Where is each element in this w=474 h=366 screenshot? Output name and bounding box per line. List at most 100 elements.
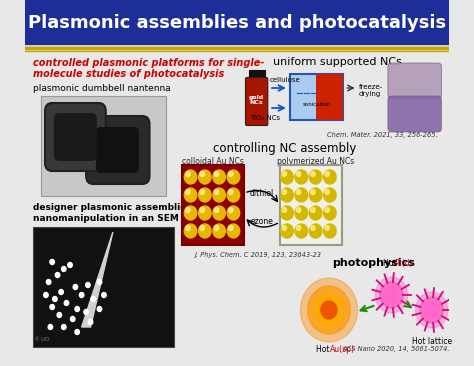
Text: Hot: Hot [317, 345, 332, 354]
Circle shape [281, 224, 293, 238]
Circle shape [199, 188, 211, 202]
Text: photophysics: photophysics [332, 258, 415, 268]
Circle shape [416, 292, 448, 328]
Circle shape [199, 224, 211, 238]
Circle shape [295, 170, 308, 184]
Circle shape [62, 266, 66, 272]
Circle shape [184, 224, 197, 238]
Circle shape [324, 206, 336, 220]
Text: uniform supported NCs: uniform supported NCs [273, 57, 402, 67]
Circle shape [73, 284, 78, 290]
Text: J. Phys. Chem. C 2019, 123, 23643-23: J. Phys. Chem. C 2019, 123, 23643-23 [194, 252, 321, 258]
FancyBboxPatch shape [54, 113, 97, 161]
Text: © UCI: © UCI [35, 337, 50, 342]
Circle shape [186, 208, 190, 213]
Bar [182, 165, 244, 245]
Text: freeze-
drying: freeze- drying [358, 84, 383, 97]
Circle shape [200, 208, 204, 213]
Circle shape [44, 292, 48, 298]
Circle shape [213, 170, 226, 184]
Circle shape [227, 170, 240, 184]
Circle shape [420, 297, 443, 323]
Text: cellulose: cellulose [270, 77, 301, 83]
Text: dithiol: dithiol [250, 188, 274, 198]
Bar [26, 0, 448, 46]
Circle shape [296, 190, 301, 194]
Text: Chem. Mater. 2021, 33, 256-265.: Chem. Mater. 2021, 33, 256-265. [327, 132, 438, 138]
FancyBboxPatch shape [96, 127, 139, 173]
Text: TiO₂ NCs: TiO₂ NCs [250, 115, 281, 121]
Circle shape [86, 283, 90, 288]
Text: controlled plasmonic platforms for single-: controlled plasmonic platforms for singl… [33, 58, 264, 68]
Circle shape [281, 170, 293, 184]
Circle shape [50, 305, 55, 310]
Circle shape [184, 206, 197, 220]
Circle shape [213, 206, 226, 220]
Circle shape [295, 188, 308, 202]
FancyBboxPatch shape [388, 96, 441, 132]
Text: molecule studies of photocatalysis: molecule studies of photocatalysis [33, 69, 224, 79]
Circle shape [186, 172, 190, 176]
FancyBboxPatch shape [388, 63, 441, 99]
Circle shape [282, 225, 287, 231]
Circle shape [71, 317, 75, 321]
Text: Au(sp): Au(sp) [330, 345, 355, 354]
Circle shape [310, 225, 315, 231]
Circle shape [310, 208, 315, 213]
Text: ACS Nano 2020, 14, 5061-5074.: ACS Nano 2020, 14, 5061-5074. [342, 346, 450, 352]
Text: polymerized Au NCs: polymerized Au NCs [277, 157, 354, 166]
Circle shape [308, 286, 350, 334]
Circle shape [186, 225, 190, 231]
Circle shape [48, 325, 53, 329]
Bar [248, 70, 264, 79]
Circle shape [68, 262, 72, 268]
FancyBboxPatch shape [45, 103, 106, 171]
Circle shape [84, 310, 88, 314]
Circle shape [227, 206, 240, 220]
Circle shape [281, 206, 293, 220]
Text: Pt(d): Pt(d) [394, 259, 413, 268]
Text: Plasmonic assemblies and photocatalysis: Plasmonic assemblies and photocatalysis [28, 14, 446, 32]
Text: ozone: ozone [251, 217, 273, 227]
Circle shape [102, 292, 106, 298]
Circle shape [97, 306, 102, 311]
Circle shape [184, 170, 197, 184]
Circle shape [228, 172, 233, 176]
Bar [280, 165, 342, 245]
Circle shape [214, 225, 219, 231]
Circle shape [321, 301, 337, 319]
Bar [290, 74, 343, 120]
Circle shape [227, 224, 240, 238]
Circle shape [282, 208, 287, 213]
Circle shape [199, 170, 211, 184]
Circle shape [200, 225, 204, 231]
Circle shape [281, 188, 293, 202]
Circle shape [64, 300, 69, 306]
Circle shape [425, 302, 439, 318]
Bar [41, 96, 166, 196]
Text: Hot lattice: Hot lattice [411, 337, 452, 346]
Text: sonication: sonication [302, 102, 330, 108]
Circle shape [97, 280, 102, 284]
Circle shape [88, 320, 93, 325]
Circle shape [296, 208, 301, 213]
Circle shape [375, 277, 408, 313]
Circle shape [325, 225, 329, 231]
Circle shape [296, 225, 301, 231]
Circle shape [184, 188, 197, 202]
Circle shape [75, 329, 80, 335]
Circle shape [325, 190, 329, 194]
Circle shape [53, 296, 57, 302]
Circle shape [200, 172, 204, 176]
Circle shape [282, 172, 287, 176]
Circle shape [301, 278, 357, 342]
Circle shape [186, 190, 190, 194]
Circle shape [214, 172, 219, 176]
Circle shape [325, 172, 329, 176]
Text: nanomanipulation in an SEM: nanomanipulation in an SEM [33, 214, 178, 223]
Circle shape [324, 170, 336, 184]
Circle shape [228, 225, 233, 231]
Circle shape [295, 224, 308, 238]
Circle shape [310, 190, 315, 194]
Text: plasmonic dumbbell nantenna: plasmonic dumbbell nantenna [33, 84, 170, 93]
